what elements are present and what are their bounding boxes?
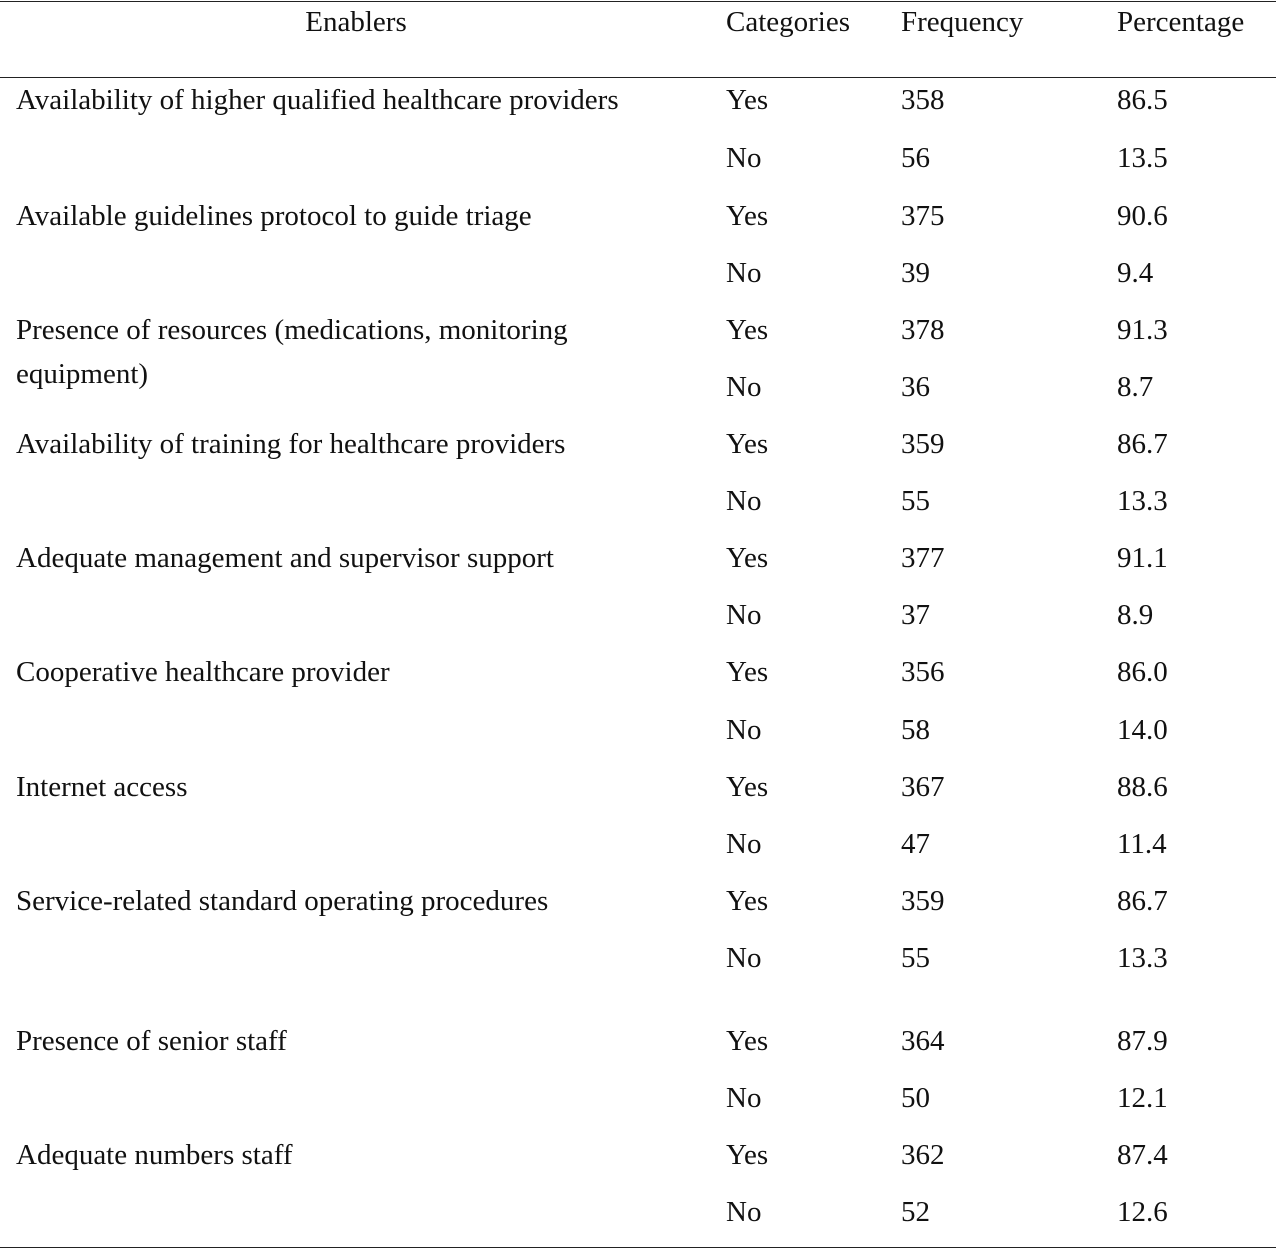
header-categories: Categories	[726, 6, 851, 38]
frequency-cell: 377	[901, 542, 945, 574]
frequency-cell: 378	[901, 314, 945, 346]
category-cell: Yes	[726, 1025, 769, 1057]
percentage-cell: 13.3	[1117, 942, 1168, 974]
frequency-cell: 37	[901, 599, 930, 631]
frequency-cell: 58	[901, 714, 930, 746]
percentage-cell: 14.0	[1117, 714, 1168, 746]
percentage-cell: 90.6	[1117, 200, 1168, 232]
category-cell: Yes	[726, 771, 769, 803]
enabler-label: Availability of higher qualified healthc…	[16, 84, 619, 116]
frequency-cell: 52	[901, 1196, 930, 1228]
frequency-cell: 56	[901, 142, 930, 174]
percentage-cell: 87.4	[1117, 1139, 1168, 1171]
table-bottom-rule	[0, 1247, 1276, 1248]
percentage-cell: 86.5	[1117, 84, 1168, 116]
frequency-cell: 362	[901, 1139, 945, 1171]
header-percentage: Percentage	[1117, 6, 1245, 38]
frequency-cell: 375	[901, 200, 945, 232]
enabler-label: Presence of senior staff	[16, 1025, 287, 1057]
table-header-rule	[0, 77, 1276, 78]
enabler-label: Adequate numbers staff	[16, 1139, 293, 1171]
category-cell: No	[726, 599, 762, 631]
category-cell: Yes	[726, 656, 769, 688]
enabler-label: Available guidelines protocol to guide t…	[16, 200, 532, 232]
frequency-cell: 55	[901, 942, 930, 974]
enabler-label: Service-related standard operating proce…	[16, 885, 549, 917]
frequency-cell: 367	[901, 771, 945, 803]
percentage-cell: 91.3	[1117, 314, 1168, 346]
frequency-cell: 364	[901, 1025, 945, 1057]
table-top-rule	[0, 1, 1276, 2]
frequency-cell: 55	[901, 485, 930, 517]
category-cell: Yes	[726, 885, 769, 917]
frequency-cell: 47	[901, 828, 930, 860]
category-cell: No	[726, 485, 762, 517]
category-cell: Yes	[726, 84, 769, 116]
category-cell: Yes	[726, 314, 769, 346]
frequency-cell: 50	[901, 1082, 930, 1114]
category-cell: Yes	[726, 1139, 769, 1171]
category-cell: No	[726, 1196, 762, 1228]
frequency-cell: 36	[901, 371, 930, 403]
enabler-label: Adequate management and supervisor suppo…	[16, 542, 554, 574]
frequency-cell: 39	[901, 257, 930, 289]
category-cell: No	[726, 714, 762, 746]
category-cell: Yes	[726, 542, 769, 574]
enabler-label: Cooperative healthcare provider	[16, 656, 390, 688]
category-cell: No	[726, 371, 762, 403]
category-cell: Yes	[726, 200, 769, 232]
percentage-cell: 13.5	[1117, 142, 1168, 174]
category-cell: No	[726, 1082, 762, 1114]
enabler-label: Availability of training for healthcare …	[16, 428, 566, 460]
percentage-cell: 86.7	[1117, 885, 1168, 917]
percentage-cell: 8.7	[1117, 371, 1154, 403]
percentage-cell: 11.4	[1117, 828, 1167, 860]
percentage-cell: 8.9	[1117, 599, 1154, 631]
percentage-cell: 86.7	[1117, 428, 1168, 460]
header-frequency: Frequency	[901, 6, 1024, 38]
category-cell: No	[726, 828, 762, 860]
frequency-cell: 359	[901, 885, 945, 917]
enabler-label: Internet access	[16, 771, 188, 803]
percentage-cell: 87.9	[1117, 1025, 1168, 1057]
category-cell: No	[726, 942, 762, 974]
category-cell: No	[726, 257, 762, 289]
frequency-cell: 356	[901, 656, 945, 688]
percentage-cell: 91.1	[1117, 542, 1168, 574]
percentage-cell: 13.3	[1117, 485, 1168, 517]
percentage-cell: 88.6	[1117, 771, 1168, 803]
percentage-cell: 12.1	[1117, 1082, 1168, 1114]
frequency-cell: 358	[901, 84, 945, 116]
header-enablers: Enablers	[305, 6, 407, 38]
percentage-cell: 86.0	[1117, 656, 1168, 688]
percentage-cell: 9.4	[1117, 257, 1154, 289]
frequency-cell: 359	[901, 428, 945, 460]
percentage-cell: 12.6	[1117, 1196, 1168, 1228]
enabler-label: Presence of resources (medications, moni…	[16, 314, 568, 390]
category-cell: Yes	[726, 428, 769, 460]
category-cell: No	[726, 142, 762, 174]
